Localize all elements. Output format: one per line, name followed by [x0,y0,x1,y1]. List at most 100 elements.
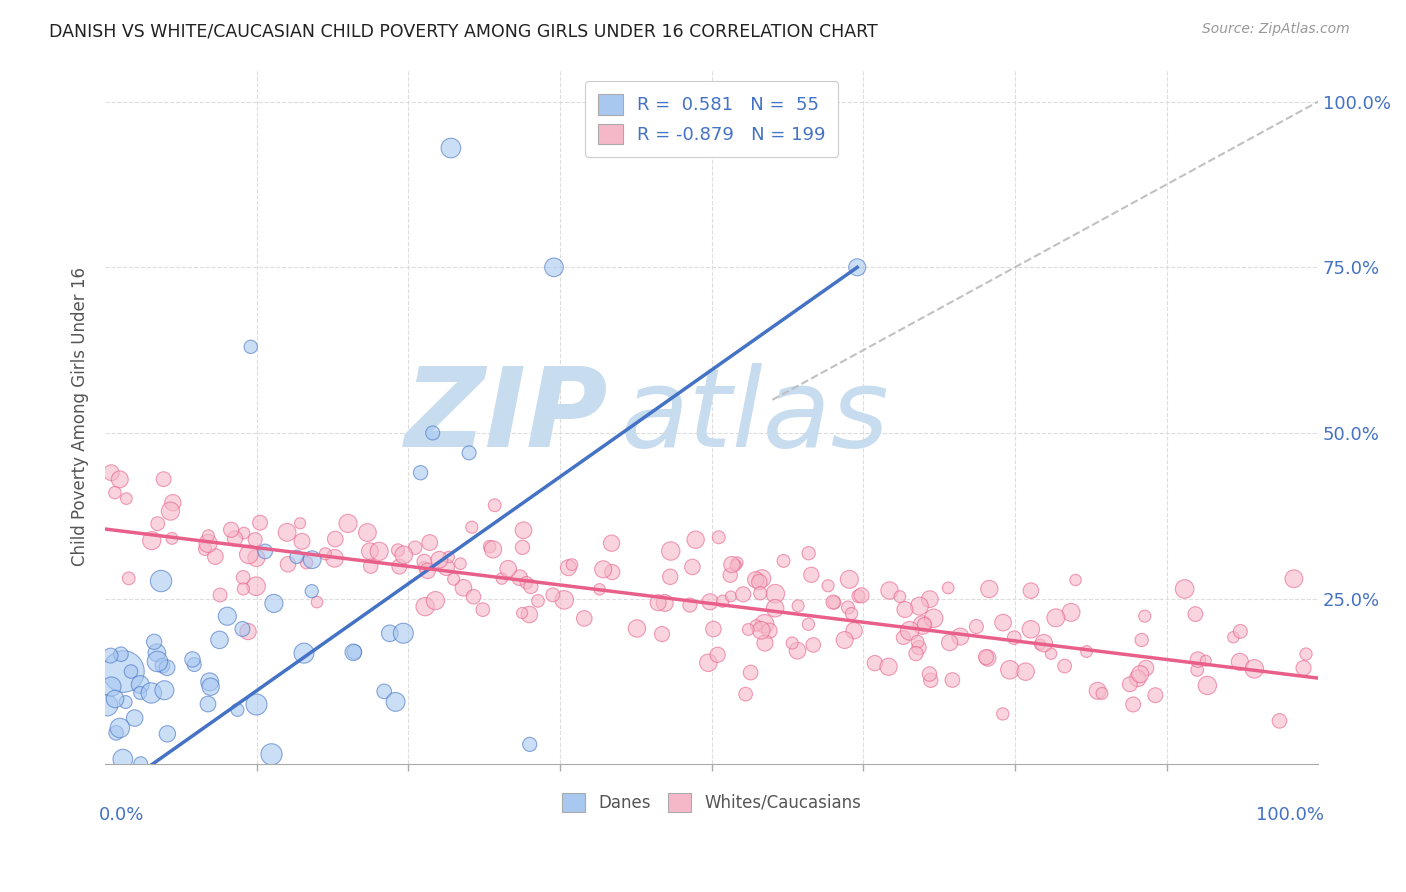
Point [301,584,323,599]
Point [1122,698,1144,712]
Point [772,554,794,568]
Point [838,573,860,587]
Point [724,558,747,573]
Point [156,661,179,675]
Point [105,726,128,740]
Point [295,556,318,570]
Point [197,536,219,550]
Text: 0.0%: 0.0% [100,806,145,824]
Point [679,598,702,612]
Point [146,655,169,669]
Point [1064,573,1087,587]
Point [356,525,378,540]
Point [146,516,169,531]
Point [801,638,824,652]
Point [208,632,231,647]
Point [104,485,127,500]
Legend: Danes, Whites/Caucasians: Danes, Whites/Caucasians [555,786,868,819]
Point [1040,647,1063,661]
Point [920,673,942,688]
Point [1032,636,1054,650]
Point [543,260,565,275]
Point [754,616,776,631]
Point [907,634,929,648]
Point [702,622,724,636]
Point [515,575,537,590]
Point [323,551,346,566]
Point [647,596,669,610]
Point [737,623,759,637]
Point [574,611,596,625]
Point [877,659,900,673]
Point [425,593,447,607]
Point [232,570,254,584]
Point [108,721,131,735]
Point [162,496,184,510]
Point [226,703,249,717]
Point [115,491,138,506]
Point [1184,607,1206,621]
Point [1144,688,1167,702]
Point [458,446,481,460]
Point [800,567,823,582]
Point [392,626,415,640]
Point [245,579,267,593]
Point [181,652,204,666]
Point [654,596,676,610]
Point [1119,677,1142,691]
Point [496,562,519,576]
Point [763,587,786,601]
Point [823,595,845,609]
Point [749,586,772,600]
Point [152,658,174,673]
Point [209,588,232,602]
Point [904,647,927,661]
Point [245,698,267,712]
Point [1014,665,1036,679]
Point [461,520,484,534]
Point [949,630,972,644]
Point [754,636,776,650]
Point [478,540,501,554]
Point [409,466,432,480]
Point [922,611,945,625]
Point [1126,672,1149,686]
Point [780,636,803,650]
Point [291,534,314,549]
Point [141,686,163,700]
Point [231,622,253,636]
Point [863,656,886,670]
Point [834,632,856,647]
Point [360,559,382,574]
Point [1045,611,1067,625]
Point [224,532,246,546]
Point [1002,631,1025,645]
Point [659,544,682,558]
Text: Source: ZipAtlas.com: Source: ZipAtlas.com [1202,22,1350,37]
Point [440,141,463,155]
Point [1019,622,1042,636]
Point [305,595,328,609]
Point [463,590,485,604]
Point [1229,655,1251,669]
Point [541,588,564,602]
Point [159,504,181,518]
Point [527,594,550,608]
Point [837,600,859,615]
Point [1187,652,1209,666]
Point [512,541,534,555]
Point [519,738,541,752]
Point [651,627,673,641]
Point [699,595,721,609]
Point [1135,661,1157,675]
Point [600,536,623,550]
Point [841,607,863,621]
Point [1091,686,1114,700]
Point [889,590,911,604]
Point [112,665,135,679]
Point [443,572,465,586]
Point [848,589,870,603]
Point [238,548,260,562]
Point [1060,606,1083,620]
Point [153,683,176,698]
